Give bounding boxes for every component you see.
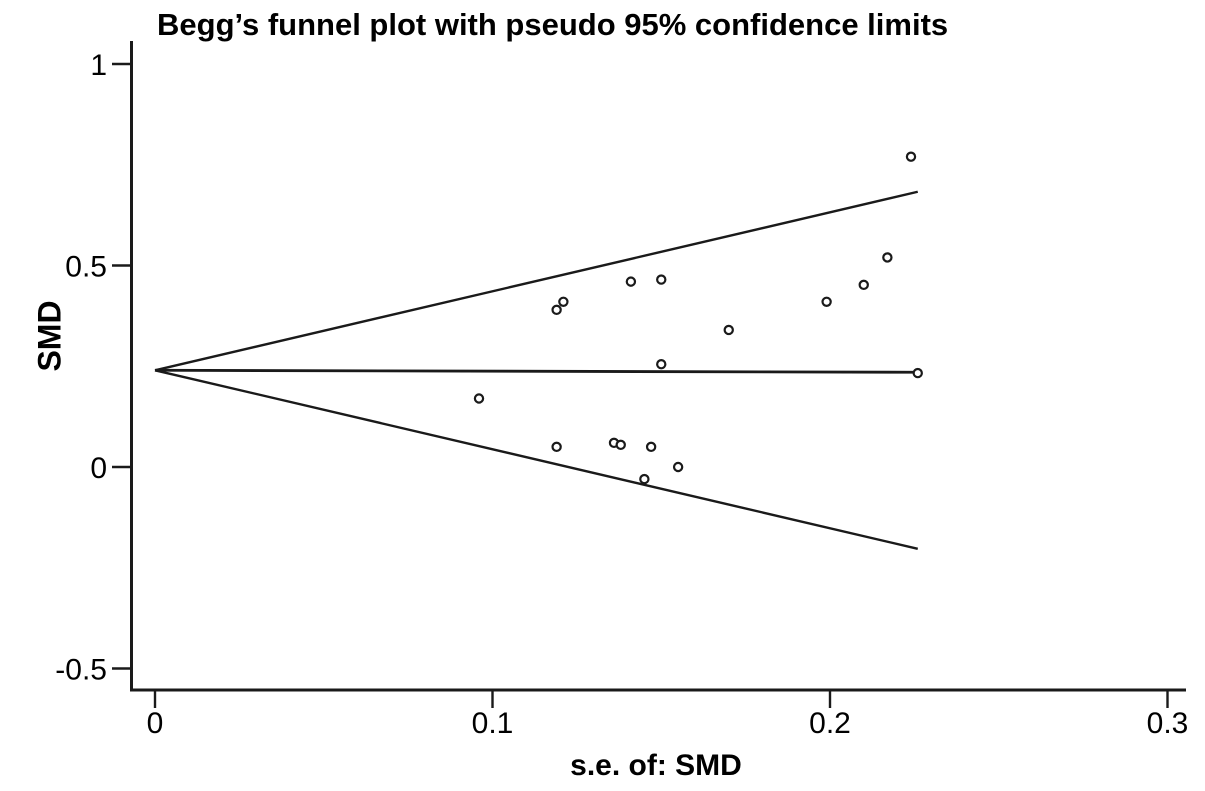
x-tick-label: 0: [147, 707, 164, 740]
y-tick-label: 0.5: [65, 251, 107, 284]
data-point: [558, 296, 569, 307]
x-tick-label: 0.2: [809, 707, 851, 740]
data-point: [625, 276, 637, 287]
data-point: [905, 151, 917, 162]
y-tick-label: -0.5: [55, 654, 107, 687]
data-point: [882, 252, 893, 263]
data-point: [656, 359, 667, 370]
data-point: [551, 304, 562, 316]
data-point: [858, 279, 869, 291]
y-tick-label: 0: [90, 452, 107, 485]
x-tick-label: 0.1: [472, 707, 514, 740]
chart-title: Begg’s funnel plot with pseudo 95% confi…: [157, 7, 949, 42]
data-point: [645, 441, 657, 453]
y-tick-label: 1: [90, 49, 107, 82]
funnel-upper-limit-line: [154, 190, 919, 372]
x-axis-label: s.e. of: SMD: [570, 749, 742, 782]
data-point: [656, 274, 667, 285]
funnel-lower-limit-line: [154, 369, 919, 550]
data-point: [615, 439, 626, 451]
data-point: [639, 473, 650, 485]
data-point: [912, 367, 923, 379]
data-point: [473, 393, 485, 404]
data-point: [672, 461, 684, 473]
data-point: [551, 441, 562, 453]
funnel-center-line: [154, 368, 918, 374]
x-tick-label: 0.3: [1147, 707, 1189, 740]
data-point: [723, 324, 734, 336]
data-point: [821, 296, 832, 307]
